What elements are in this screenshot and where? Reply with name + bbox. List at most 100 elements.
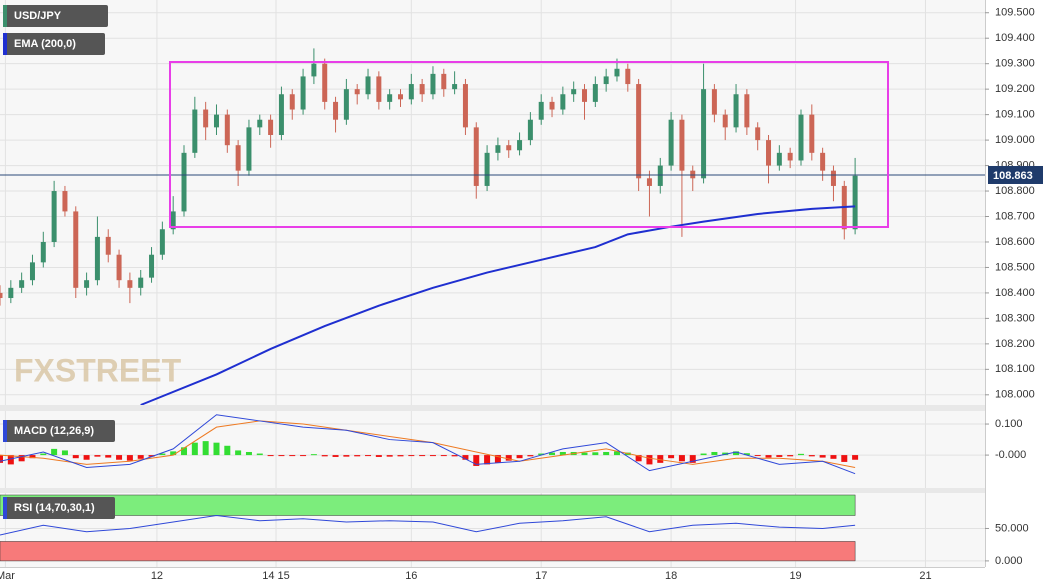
x-tick-label: 12: [151, 570, 163, 582]
y-tick-label: 108.100: [995, 363, 1035, 375]
candle-body: [462, 84, 468, 128]
histogram-bar: [635, 455, 642, 462]
legend-label: MACD (12,26,9): [14, 425, 94, 437]
candle-body: [798, 114, 804, 161]
axis-line: [0, 567, 985, 568]
candle-body: [614, 68, 620, 77]
axis-line: [985, 0, 986, 567]
x-tick-label: Mar: [0, 570, 15, 582]
candle-body: [592, 84, 598, 102]
histogram-bar: [559, 451, 566, 456]
candle-body: [787, 152, 793, 161]
histogram-bar: [538, 453, 545, 456]
histogram-bar: [83, 455, 90, 460]
candle-body: [744, 94, 750, 128]
candle-body: [213, 114, 219, 128]
legend-label: EMA (200,0): [14, 38, 76, 50]
divider: [0, 488, 985, 493]
histogram-bar: [332, 455, 339, 457]
candle-body: [138, 277, 144, 288]
histogram-bar: [181, 447, 188, 456]
candle-body: [62, 191, 68, 212]
candle-body: [203, 109, 209, 128]
histogram-bar: [159, 453, 166, 456]
histogram-bar: [581, 452, 588, 456]
histogram-bar: [224, 445, 231, 456]
histogram-bar: [646, 455, 653, 465]
histogram-bar: [733, 451, 740, 456]
x-tick-label: 18: [665, 570, 677, 582]
legend-label: USD/JPY: [14, 10, 62, 22]
candle-body: [40, 241, 46, 263]
candle-body: [257, 119, 263, 128]
histogram-bar: [819, 455, 826, 458]
histogram-bar: [711, 451, 718, 456]
histogram-bar: [7, 455, 14, 465]
layer: [0, 0, 985, 567]
y-tick-label: 108.800: [995, 185, 1035, 197]
histogram-bar: [29, 455, 36, 459]
histogram-bar: [202, 441, 209, 456]
candle-body: [679, 119, 685, 171]
candle-body: [711, 89, 717, 115]
candle-body: [549, 101, 555, 110]
histogram-bar: [852, 455, 859, 460]
legend-label: RSI (14,70,30,1): [14, 502, 95, 514]
candle-body: [452, 84, 458, 90]
last-price-label: 108.863: [993, 170, 1033, 182]
histogram-bar: [484, 455, 491, 465]
candle-body: [387, 94, 393, 102]
candle-body: [636, 84, 642, 179]
candle-body: [376, 76, 382, 102]
histogram-bar: [462, 455, 469, 460]
candle-body: [820, 152, 826, 171]
candle-body: [333, 101, 339, 120]
histogram-bar: [126, 455, 133, 461]
plot-background: [0, 0, 985, 567]
histogram-bar: [343, 455, 350, 457]
overbought-zone: [0, 494, 856, 516]
legend-swatch: [3, 420, 7, 442]
rsi-line: [0, 515, 856, 536]
legend-box: [3, 497, 115, 519]
candle-body: [766, 140, 772, 166]
candle-body: [560, 94, 566, 110]
candle-body: [408, 84, 414, 100]
histogram-bar: [494, 455, 501, 463]
histogram-bar: [321, 455, 328, 457]
histogram-bar: [18, 455, 25, 462]
histogram-bar: [310, 454, 317, 456]
candle-body: [419, 84, 425, 95]
y-tick-label: -0.000: [995, 449, 1026, 461]
histogram-bar: [235, 450, 242, 456]
y-tick-label: 109.000: [995, 134, 1035, 146]
candle-body: [852, 175, 858, 230]
divider: [0, 405, 985, 411]
histogram-bar: [549, 452, 556, 456]
histogram-bar: [40, 453, 47, 456]
candle-body: [8, 287, 14, 299]
range-box: [169, 61, 889, 228]
histogram-bar: [689, 455, 696, 463]
histogram-bar: [0, 455, 3, 463]
candle-body: [268, 119, 274, 135]
y-tick-label: 108.600: [995, 236, 1035, 248]
histogram-bar: [841, 455, 848, 462]
histogram-bar: [830, 455, 837, 459]
candle-body: [73, 211, 79, 288]
histogram-bar: [365, 455, 372, 457]
candle-body: [668, 119, 674, 166]
histogram-bar: [440, 455, 447, 457]
candle-body: [538, 101, 544, 120]
x-tick-label: 17: [535, 570, 547, 582]
histogram-bar: [787, 455, 794, 457]
candle-body: [495, 145, 501, 153]
histogram-bar: [61, 450, 68, 456]
candle-body: [51, 191, 57, 242]
histogram-bar: [278, 455, 285, 457]
candle-body: [484, 152, 490, 186]
legend-swatch: [3, 497, 7, 519]
candle-body: [192, 109, 198, 153]
histogram-bar: [527, 455, 534, 457]
histogram-bar: [678, 455, 685, 462]
